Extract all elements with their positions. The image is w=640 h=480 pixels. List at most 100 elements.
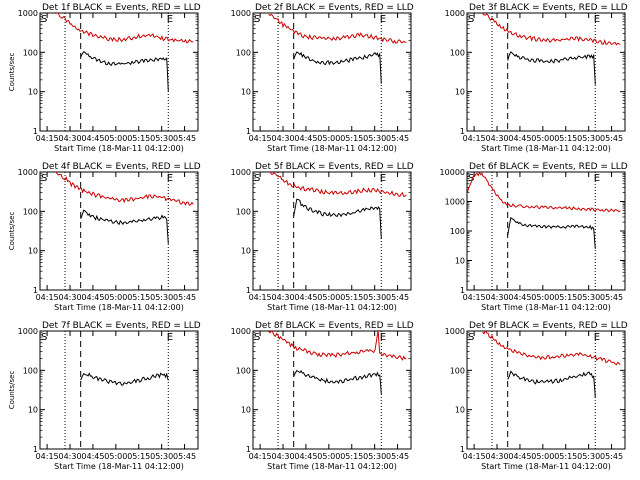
y-tick-label: 10 — [28, 247, 38, 256]
x-tick-label: 04:15 — [36, 134, 59, 143]
x-tick-label: 04:45 — [294, 134, 317, 143]
x-tick-label: 05:00 — [317, 134, 340, 143]
marker-s: S — [41, 14, 47, 25]
y-tick-label: 100 — [450, 48, 465, 57]
y-tick-label: 10 — [455, 88, 465, 97]
y-tick-label: 1 — [246, 286, 251, 295]
events-series — [293, 198, 382, 239]
y-tick-label: 10 — [241, 88, 251, 97]
x-tick-label: 05:30 — [150, 134, 173, 143]
events-series — [80, 51, 169, 92]
plot-frame — [252, 171, 412, 291]
x-tick-label: 04:45 — [294, 293, 317, 302]
y-tick-label: 100 — [236, 207, 251, 216]
y-tick-label: 10000 — [440, 168, 465, 177]
y-tick-label: 1000 — [445, 327, 465, 336]
x-tick-label: 04:30 — [485, 452, 508, 461]
y-tick-label: 10 — [455, 257, 465, 266]
x-tick-label: 05:45 — [600, 134, 623, 143]
x-tick-label: 05:30 — [363, 134, 386, 143]
events-series — [80, 209, 169, 244]
lld-series — [55, 13, 194, 44]
y-tick-label: 1 — [33, 445, 38, 454]
panel-det-1: Det 1f BLACK = Events, RED = LLD 1 10 100 10… — [8, 3, 201, 153]
x-tick-label: 04:30 — [271, 452, 294, 461]
y-axis-label: Counts/sec — [8, 212, 16, 251]
x-tick-label: 05:30 — [150, 452, 173, 461]
x-axis-label: Start Time (18-Mar-11 04:12:00) — [267, 462, 397, 471]
y-tick-label: 1 — [246, 127, 251, 136]
x-tick-label: 05:00 — [104, 134, 127, 143]
events-series — [293, 51, 382, 84]
y-tick-label: 1 — [460, 286, 465, 295]
plot-frame — [466, 330, 626, 450]
plot-frame — [466, 171, 626, 291]
x-tick-label: 04:15 — [463, 293, 486, 302]
x-tick-label: 05:15 — [340, 452, 363, 461]
events-series — [507, 51, 596, 85]
panel-title: Det 6f BLACK = Events, RED = LLD — [469, 162, 628, 172]
x-tick-label: 05:15 — [554, 293, 577, 302]
x-tick-label: 05:30 — [577, 452, 600, 461]
panel-title: Det 1f BLACK = Events, RED = LLD — [42, 3, 201, 13]
x-axis-label: Start Time (18-Mar-11 04:12:00) — [54, 303, 184, 312]
marker-s: S — [468, 332, 474, 343]
y-tick-label: 1000 — [231, 9, 251, 18]
panel-det-4: Det 4f BLACK = Events, RED = LLD 1 10 100 10… — [8, 162, 201, 312]
x-axis-label: Start Time (18-Mar-11 04:12:00) — [267, 144, 397, 153]
marker-s: S — [254, 173, 260, 184]
x-tick-label: 04:45 — [508, 134, 531, 143]
y-tick-label: 10 — [241, 247, 251, 256]
panel-title: Det 9f BLACK = Events, RED = LLD — [469, 321, 628, 331]
lld-series — [268, 13, 407, 44]
x-tick-label: 05:15 — [554, 134, 577, 143]
y-tick-label: 100 — [450, 366, 465, 375]
y-tick-label: 10 — [28, 88, 38, 97]
panel-title: Det 5f BLACK = Events, RED = LLD — [255, 162, 414, 172]
x-tick-label: 05:00 — [531, 452, 554, 461]
panel-det-6: Det 6f BLACK = Events, RED = LLD 1 10 100 10… — [440, 162, 628, 312]
plot-frame — [252, 330, 412, 450]
x-tick-label: 05:45 — [173, 452, 196, 461]
y-tick-label: 100 — [23, 366, 38, 375]
x-tick-label: 04:45 — [508, 452, 531, 461]
x-axis-label: Start Time (18-Mar-11 04:12:00) — [481, 144, 611, 153]
panel-det-2: Det 2f BLACK = Events, RED = LLD 1 10 100 10… — [231, 3, 414, 153]
panel-title: Det 4f BLACK = Events, RED = LLD — [42, 162, 201, 172]
marker-e: E — [380, 173, 386, 184]
y-tick-label: 1000 — [18, 327, 38, 336]
marker-s: S — [468, 14, 474, 25]
x-tick-label: 04:45 — [81, 452, 104, 461]
x-axis-label: Start Time (18-Mar-11 04:12:00) — [54, 144, 184, 153]
x-tick-label: 05:00 — [317, 452, 340, 461]
x-tick-label: 05:30 — [577, 134, 600, 143]
y-tick-label: 1000 — [231, 168, 251, 177]
plot-frame — [39, 330, 199, 450]
plot-frame — [39, 12, 199, 132]
panel-det-7: Det 7f BLACK = Events, RED = LLD 1 10 100 10… — [8, 321, 201, 471]
marker-e: E — [380, 332, 386, 343]
y-axis-label: Counts/sec — [8, 371, 16, 410]
x-tick-label: 04:15 — [36, 452, 59, 461]
y-tick-label: 100 — [23, 48, 38, 57]
x-tick-label: 05:45 — [600, 293, 623, 302]
y-tick-label: 100 — [23, 207, 38, 216]
events-series — [507, 216, 596, 249]
x-tick-label: 05:45 — [173, 134, 196, 143]
marker-e: E — [167, 332, 173, 343]
marker-s: S — [41, 332, 47, 343]
marker-e: E — [167, 173, 173, 184]
x-axis-label: Start Time (18-Mar-11 04:12:00) — [54, 462, 184, 471]
y-tick-label: 1 — [33, 286, 38, 295]
marker-e: E — [594, 332, 600, 343]
marker-s: S — [468, 173, 474, 184]
y-tick-label: 1 — [460, 445, 465, 454]
x-tick-label: 04:30 — [58, 134, 81, 143]
x-tick-label: 04:15 — [36, 293, 59, 302]
panel-title: Det 2f BLACK = Events, RED = LLD — [255, 3, 414, 13]
events-series — [507, 370, 596, 398]
x-tick-label: 04:30 — [271, 293, 294, 302]
y-tick-label: 1000 — [445, 9, 465, 18]
marker-s: S — [41, 173, 47, 184]
